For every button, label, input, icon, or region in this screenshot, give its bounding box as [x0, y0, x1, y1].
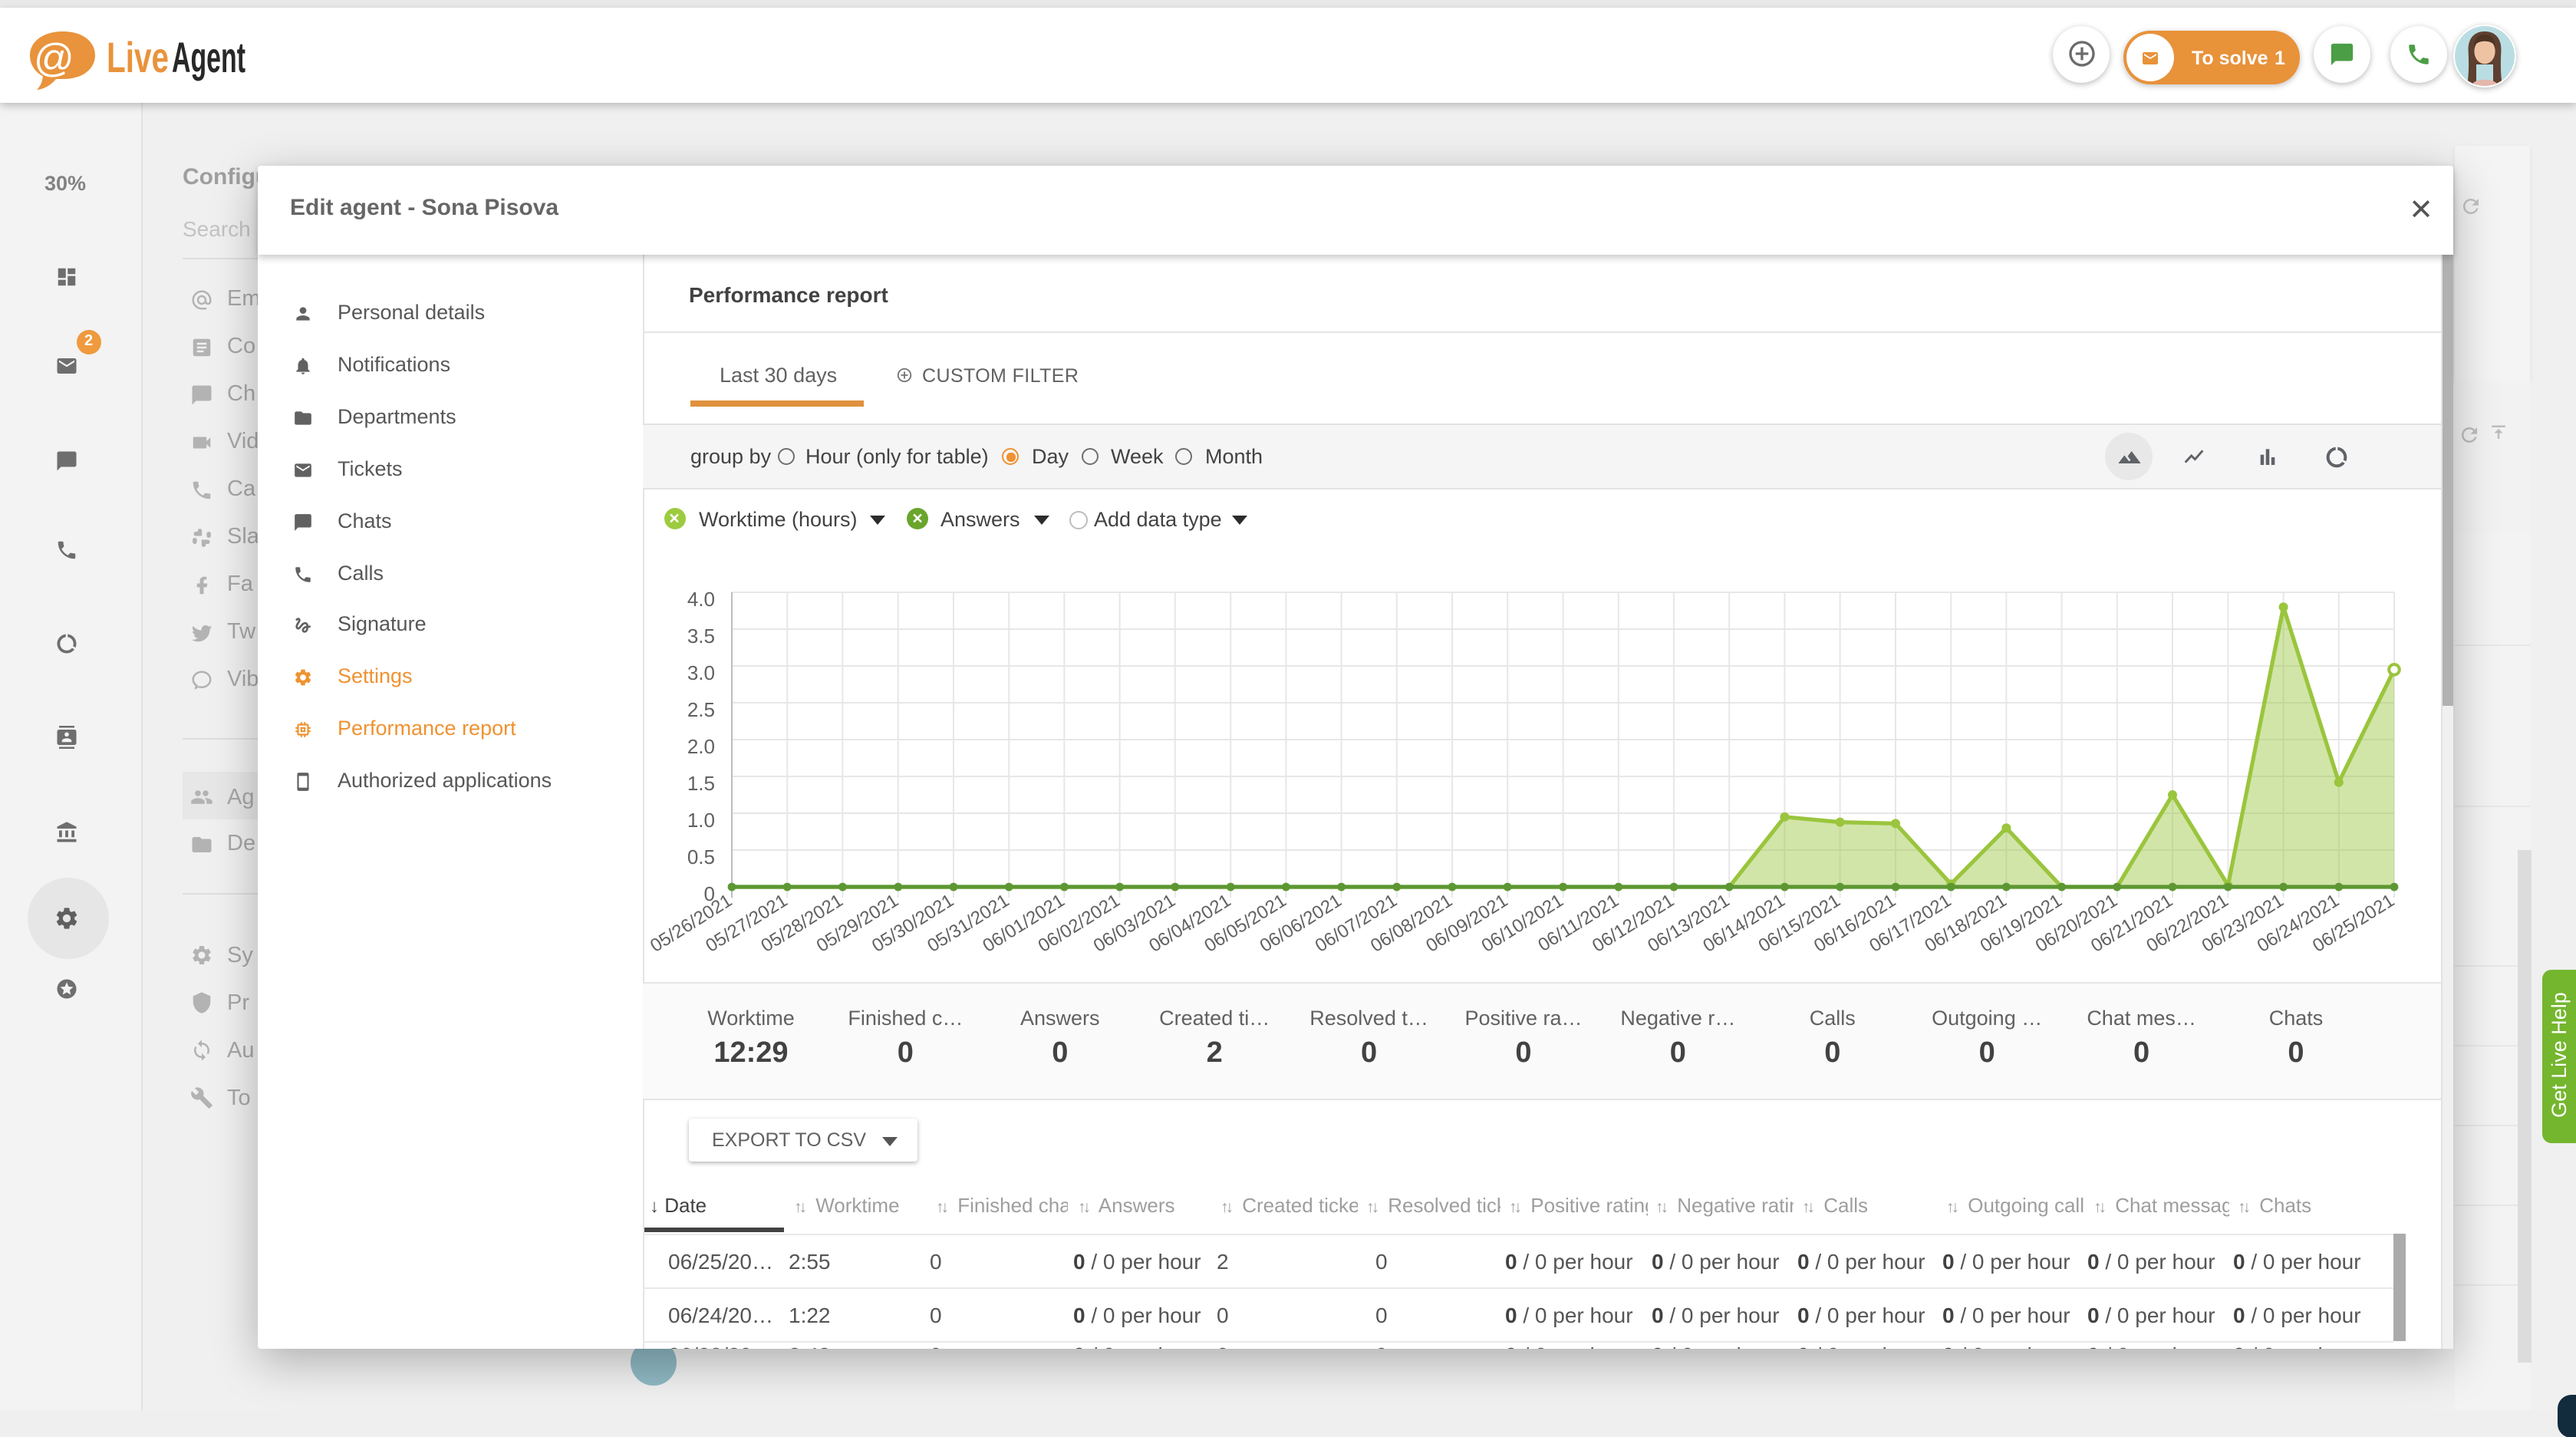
svg-text:2.5: 2.5: [687, 698, 714, 721]
svg-text:3.5: 3.5: [687, 625, 714, 648]
svg-text:3.0: 3.0: [687, 661, 714, 684]
svg-text:Live: Live: [107, 33, 169, 81]
svg-text:1.0: 1.0: [687, 809, 714, 832]
svg-text:4.0: 4.0: [687, 588, 714, 611]
svg-text:0.5: 0.5: [687, 845, 714, 868]
svg-text:@: @: [34, 36, 74, 81]
svg-text:0: 0: [703, 882, 714, 905]
svg-text:1.5: 1.5: [687, 772, 714, 795]
svg-text:Agent: Agent: [172, 33, 245, 81]
svg-text:2.0: 2.0: [687, 735, 714, 758]
